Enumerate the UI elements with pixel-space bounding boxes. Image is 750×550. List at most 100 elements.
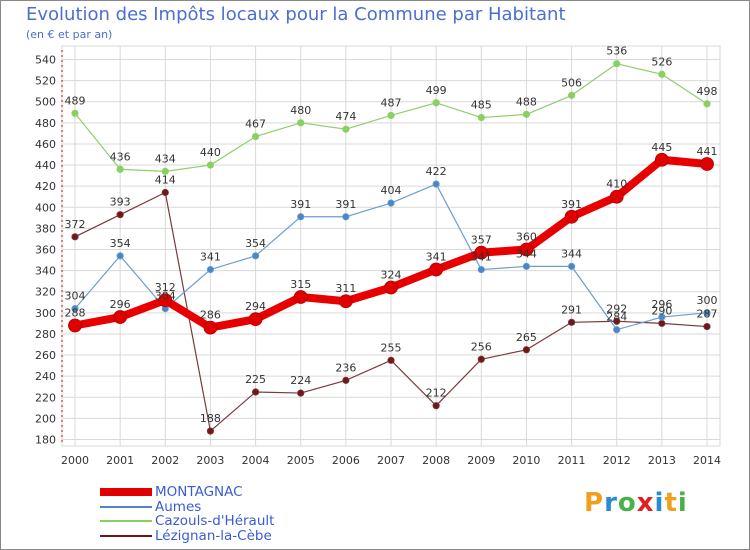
logo-letter: o <box>617 488 637 518</box>
value-label-l-zignan-la-c-be: 225 <box>245 373 266 386</box>
x-tick-label: 2008 <box>422 454 450 467</box>
data-point-cazouls-d-h-rault <box>567 91 576 99</box>
data-point-montagnac <box>158 293 173 308</box>
y-tick-label: 540 <box>35 54 56 67</box>
y-tick-label: 240 <box>35 370 56 383</box>
value-label-cazouls-d-h-rault: 499 <box>426 84 447 97</box>
data-point-l-zignan-la-c-be <box>613 317 621 325</box>
value-label-aumes: 341 <box>471 251 492 264</box>
x-tick-label: 2010 <box>512 454 540 467</box>
value-label-l-zignan-la-c-be: 290 <box>651 304 672 317</box>
value-label-aumes: 296 <box>651 298 672 311</box>
value-label-l-zignan-la-c-be: 291 <box>561 303 582 316</box>
data-point-aumes <box>567 262 576 270</box>
legend-swatch <box>100 520 152 523</box>
y-tick-label: 300 <box>35 307 56 320</box>
data-point-l-zignan-la-c-be <box>161 188 169 197</box>
data-point-aumes <box>251 252 260 260</box>
y-tick-label: 260 <box>35 349 56 362</box>
x-tick-label: 2012 <box>603 454 631 467</box>
value-label-montagnac: 288 <box>65 307 86 320</box>
legend-swatch <box>100 488 152 497</box>
y-tick-label: 340 <box>35 265 56 278</box>
value-label-montagnac: 311 <box>335 282 356 295</box>
logo-letter: x <box>636 488 655 518</box>
data-point-montagnac <box>609 189 624 204</box>
value-label-aumes: 354 <box>245 237 266 250</box>
data-point-l-zignan-la-c-be <box>477 355 485 363</box>
data-point-l-zignan-la-c-be <box>658 319 666 327</box>
data-point-cazouls-d-h-rault <box>116 165 124 173</box>
data-point-aumes <box>297 213 305 221</box>
value-label-l-zignan-la-c-be: 265 <box>516 331 537 344</box>
x-tick-label: 2013 <box>648 454 676 467</box>
y-tick-label: 520 <box>35 75 56 88</box>
data-point-aumes <box>206 265 215 274</box>
data-point-l-zignan-la-c-be <box>251 388 260 396</box>
data-point-cazouls-d-h-rault <box>522 110 531 118</box>
x-tick-label: 2006 <box>332 454 360 467</box>
data-point-cazouls-d-h-rault <box>71 109 79 117</box>
data-point-aumes <box>71 305 79 313</box>
data-point-aumes <box>116 252 124 260</box>
data-point-cazouls-d-h-rault <box>297 119 305 127</box>
logo-letter: i <box>654 488 665 518</box>
data-point-cazouls-d-h-rault <box>658 70 666 78</box>
value-label-l-zignan-la-c-be: 414 <box>155 174 176 187</box>
value-label-l-zignan-la-c-be: 256 <box>471 340 492 353</box>
chart-subtitle: (en € et par an) <box>26 28 113 41</box>
legend-swatch <box>100 534 152 537</box>
data-point-montagnac <box>203 320 218 335</box>
value-label-aumes: 341 <box>200 251 221 264</box>
value-label-aumes: 300 <box>697 294 718 307</box>
logo-letter: t <box>664 488 678 518</box>
value-label-aumes: 284 <box>606 311 627 324</box>
x-tick-label: 2007 <box>377 454 405 467</box>
value-label-aumes: 304 <box>155 290 176 303</box>
value-label-aumes: 404 <box>381 184 402 197</box>
value-label-cazouls-d-h-rault: 498 <box>697 85 718 98</box>
value-label-montagnac: 445 <box>651 141 672 154</box>
legend-swatch <box>100 505 152 508</box>
value-label-montagnac: 360 <box>516 231 537 244</box>
data-point-l-zignan-la-c-be <box>432 402 440 410</box>
value-label-cazouls-d-h-rault: 480 <box>290 104 311 117</box>
data-point-cazouls-d-h-rault <box>251 132 260 141</box>
y-tick-label: 440 <box>35 159 56 172</box>
value-label-aumes: 422 <box>426 165 447 178</box>
legend-label: Lézignan-la-Cèbe <box>155 527 272 544</box>
data-point-montagnac <box>474 245 489 260</box>
value-label-montagnac: 410 <box>606 178 627 191</box>
x-tick-label: 2002 <box>151 454 179 467</box>
legend-label: Aumes <box>155 498 202 515</box>
data-point-aumes <box>387 199 395 207</box>
value-label-aumes: 391 <box>290 198 311 211</box>
data-point-montagnac <box>248 312 263 327</box>
y-tick-label: 420 <box>35 180 56 193</box>
value-label-aumes: 354 <box>110 237 131 250</box>
value-label-cazouls-d-h-rault: 487 <box>381 96 402 109</box>
value-label-montagnac: 315 <box>290 278 311 291</box>
value-label-cazouls-d-h-rault: 474 <box>335 110 356 123</box>
x-tick-label: 2014 <box>693 454 721 467</box>
legend-label: Cazouls-d'Hérault <box>155 513 275 529</box>
data-point-montagnac <box>564 209 579 224</box>
value-label-cazouls-d-h-rault: 440 <box>200 146 221 159</box>
x-tick-label: 2009 <box>467 454 495 467</box>
value-label-l-zignan-la-c-be: 224 <box>290 374 311 387</box>
value-label-cazouls-d-h-rault: 467 <box>245 118 266 131</box>
value-label-cazouls-d-h-rault: 488 <box>516 95 537 108</box>
value-label-montagnac: 341 <box>426 251 447 264</box>
value-label-cazouls-d-h-rault: 434 <box>155 152 176 165</box>
data-point-montagnac <box>293 290 308 304</box>
value-label-aumes: 304 <box>65 290 86 303</box>
data-point-cazouls-d-h-rault <box>703 100 711 108</box>
data-point-cazouls-d-h-rault <box>342 125 350 133</box>
value-label-aumes: 344 <box>516 247 537 260</box>
proxiti-logo: Proxiti <box>584 488 688 518</box>
data-point-l-zignan-la-c-be <box>71 233 79 241</box>
legend-label: MONTAGNAC <box>155 484 243 500</box>
value-label-l-zignan-la-c-be: 255 <box>381 341 402 354</box>
value-label-cazouls-d-h-rault: 485 <box>471 99 492 112</box>
